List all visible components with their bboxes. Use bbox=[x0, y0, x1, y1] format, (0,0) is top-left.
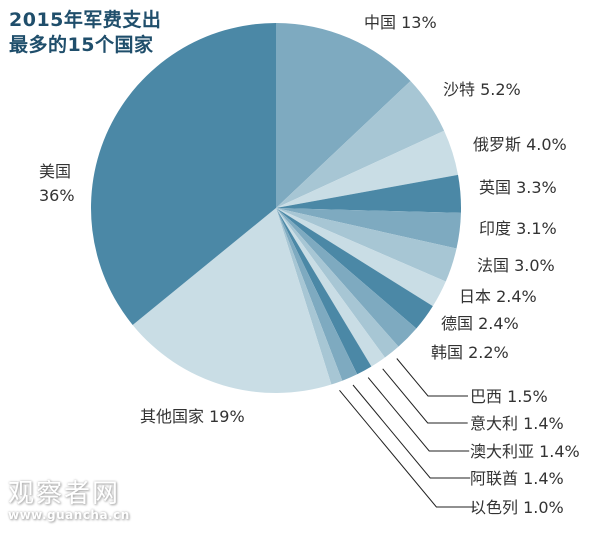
pie-slice bbox=[276, 208, 399, 358]
leader-line bbox=[352, 384, 471, 479]
watermark-url: www.guancha.cn bbox=[8, 508, 130, 522]
chart-title: 2015年军费支出 最多的15个国家 bbox=[9, 8, 161, 58]
leader-line bbox=[382, 368, 468, 424]
label-china: 中国 13% bbox=[364, 13, 437, 32]
label-israel: 以色列 1.0% bbox=[470, 498, 564, 517]
pie-slice bbox=[276, 208, 446, 307]
label-australia: 澳大利亚 1.4% bbox=[470, 442, 580, 461]
leader-line bbox=[339, 389, 477, 508]
label-others: 其他国家 19% bbox=[140, 407, 245, 426]
label-japan: 日本 2.4% bbox=[459, 287, 537, 306]
pie-slice bbox=[276, 174, 461, 213]
pie-slice bbox=[276, 81, 445, 208]
label-brazil: 巴西 1.5% bbox=[470, 387, 548, 406]
label-saudi: 沙特 5.2% bbox=[443, 80, 521, 99]
leader-line bbox=[367, 377, 470, 452]
label-france: 法国 3.0% bbox=[477, 256, 555, 275]
pie-slice bbox=[276, 23, 411, 208]
pie-slice bbox=[276, 208, 358, 381]
leader-line bbox=[396, 358, 468, 397]
pie-slice bbox=[276, 130, 459, 208]
chart-title-line1: 2015年军费支出 bbox=[9, 9, 162, 31]
pie-slice bbox=[276, 208, 385, 367]
pie-slice bbox=[276, 208, 372, 375]
pie-slice bbox=[276, 208, 461, 249]
label-uk: 英国 3.3% bbox=[479, 178, 557, 197]
label-russia: 俄罗斯 4.0% bbox=[473, 135, 567, 154]
pie-slice bbox=[276, 208, 433, 329]
label-usa-value: 36% bbox=[39, 186, 75, 205]
label-germany: 德国 2.4% bbox=[441, 314, 519, 333]
watermark: 观察者网 www.guancha.cn bbox=[8, 480, 130, 522]
label-italy: 意大利 1.4% bbox=[470, 414, 564, 433]
label-korea: 韩国 2.2% bbox=[431, 343, 509, 362]
label-usa-name: 美国 bbox=[39, 162, 72, 181]
chart-title-line2: 最多的15个国家 bbox=[9, 34, 154, 56]
watermark-logo-text: 观察者网 bbox=[8, 479, 121, 509]
pie-slice bbox=[90, 23, 276, 325]
pie-slice bbox=[276, 208, 417, 347]
label-india: 印度 3.1% bbox=[479, 219, 557, 238]
label-uae: 阿联酋 1.4% bbox=[470, 469, 564, 488]
pie-slice bbox=[132, 208, 332, 394]
pie-slice bbox=[276, 208, 457, 282]
pie-slice bbox=[276, 208, 343, 385]
